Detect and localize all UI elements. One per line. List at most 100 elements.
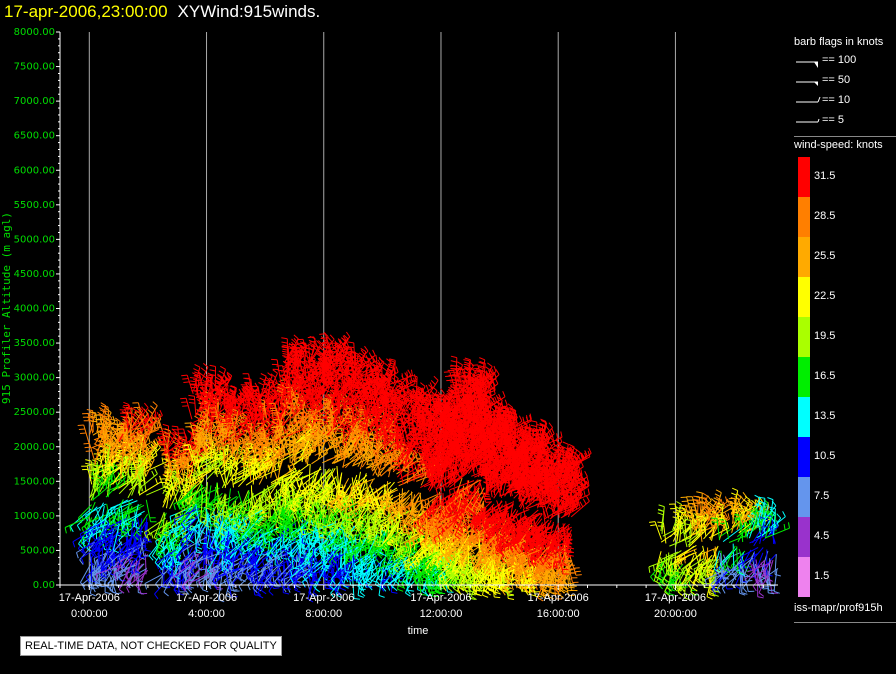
- barb-feather: [182, 550, 186, 557]
- barb-feather: [163, 434, 170, 438]
- barb-feather: [72, 541, 76, 548]
- barb-feather: [191, 459, 198, 461]
- barb-feather: [188, 398, 195, 401]
- wind-barb: [112, 523, 120, 551]
- barb-feather: [144, 583, 148, 590]
- barb-feather: [141, 406, 146, 412]
- barb-feather: [105, 568, 112, 573]
- barb-feather: [132, 434, 139, 439]
- barb-feather: [81, 548, 84, 555]
- barb-feather: [199, 496, 203, 503]
- barb-feather: [245, 382, 252, 384]
- barb-feather: [227, 427, 234, 429]
- barb-feather: [130, 406, 137, 411]
- barb-feather: [169, 581, 174, 587]
- wind-barb: [289, 440, 291, 463]
- wind-barb: [108, 527, 127, 542]
- barb-feather: [157, 420, 161, 427]
- barb-feather: [85, 576, 90, 583]
- barb-feather: [123, 401, 130, 406]
- wind-barb: [155, 549, 176, 564]
- barb-feather: [166, 547, 173, 550]
- barb-feather: [78, 543, 84, 549]
- barb-feather: [198, 371, 204, 377]
- barb-feather: [89, 529, 94, 536]
- barb-feather: [140, 454, 147, 460]
- barb-feather: [115, 574, 119, 581]
- barb-feather: [91, 459, 98, 463]
- barb-feather: [191, 441, 197, 447]
- barb-feather: [208, 448, 215, 451]
- barb-feather: [157, 550, 163, 554]
- barb-feather: [190, 421, 196, 426]
- barb-feather: [90, 420, 97, 423]
- wind-barb: [276, 359, 283, 388]
- title-name: XYWind:915winds.: [177, 2, 321, 21]
- barb-feather: [109, 556, 114, 562]
- wind-barb-plot: 0.00500.001000.001500.002000.002500.0030…: [0, 27, 790, 637]
- wind-barb: [110, 517, 129, 527]
- barb-feather: [92, 463, 99, 467]
- wind-barb: [128, 535, 147, 550]
- barb-feather: [298, 360, 305, 363]
- barb-feather: [121, 530, 128, 534]
- barb-feather: [110, 449, 117, 455]
- barb-feather: [298, 447, 305, 450]
- barb-feather: [175, 561, 182, 565]
- barb-feather: [105, 551, 111, 557]
- barb-feather: [191, 456, 198, 458]
- barb-feather: [172, 534, 177, 541]
- barb-feather: [172, 441, 179, 445]
- barb-feather: [92, 447, 99, 451]
- barb-feather: [93, 443, 100, 447]
- wind-barb: [103, 518, 125, 530]
- barb-feather: [120, 523, 124, 530]
- barb-feather: [97, 411, 103, 416]
- wind-barb: [134, 552, 143, 571]
- barb-feather: [101, 575, 108, 578]
- barb-feather: [173, 589, 178, 595]
- wind-barb: [163, 564, 165, 587]
- barb-feather: [246, 447, 253, 450]
- barb-feather: [85, 459, 92, 462]
- barb-feather: [83, 442, 90, 445]
- barb-feather: [171, 474, 177, 479]
- barb-feather: [102, 423, 108, 429]
- barb-feather: [164, 565, 171, 568]
- barb-feather: [137, 466, 142, 473]
- barb-feather: [133, 525, 140, 530]
- wind-barb: [133, 504, 139, 527]
- barb-feather: [119, 589, 125, 594]
- wind-barbs: [64, 331, 790, 603]
- barb-feather: [90, 416, 97, 418]
- barb-feather: [95, 525, 99, 532]
- barb-feather: [152, 401, 158, 406]
- barb-feather: [101, 475, 106, 481]
- barb-feather: [155, 427, 162, 429]
- barb-feather: [105, 435, 108, 442]
- wind-barb: [203, 535, 206, 557]
- barb-feather: [178, 461, 184, 466]
- barb-feather: [190, 380, 197, 383]
- wind-barb: [171, 553, 174, 577]
- barb-feather: [180, 458, 186, 463]
- barb-feather: [149, 455, 155, 460]
- wind-barb: [85, 563, 101, 578]
- barb-feather: [124, 514, 128, 521]
- barb-feather: [146, 535, 150, 542]
- barb-feather: [275, 550, 278, 557]
- barb-feather: [140, 556, 147, 559]
- wind-barb: [151, 537, 164, 556]
- barb-feather: [117, 557, 121, 564]
- barb-feather: [64, 527, 67, 534]
- wind-barb: [161, 560, 164, 587]
- barb-feather: [168, 533, 171, 540]
- barb-feather: [153, 537, 160, 542]
- barb-feather: [211, 426, 218, 428]
- barb-feather: [135, 570, 141, 575]
- barb-feather: [85, 462, 92, 466]
- barb-feather: [110, 507, 113, 514]
- barb-feather: [82, 542, 86, 549]
- barb-feather: [115, 454, 122, 458]
- wind-barb: [101, 512, 109, 534]
